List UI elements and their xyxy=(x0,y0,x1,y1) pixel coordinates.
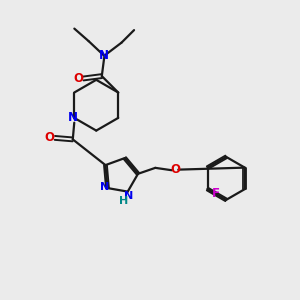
Text: N: N xyxy=(124,191,133,201)
Text: H: H xyxy=(119,196,128,206)
Text: O: O xyxy=(45,131,55,144)
Text: O: O xyxy=(73,72,83,85)
Text: N: N xyxy=(100,182,109,192)
Text: N: N xyxy=(68,111,78,124)
Text: N: N xyxy=(99,49,109,62)
Text: O: O xyxy=(170,163,180,176)
Text: F: F xyxy=(212,187,220,200)
